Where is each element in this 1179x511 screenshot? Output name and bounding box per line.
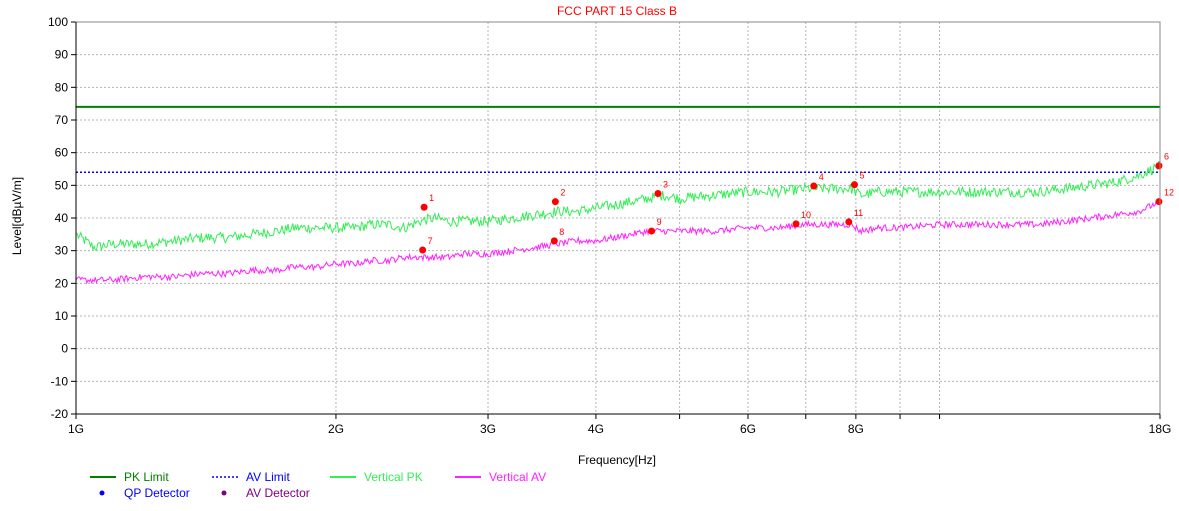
series-line-vertical-pk — [75, 160, 1161, 252]
legend-item: Vertical AV — [455, 470, 546, 484]
legend-swatch — [99, 490, 105, 496]
legend-item: Vertical PK — [330, 470, 423, 484]
y-tick-label: 60 — [55, 146, 69, 160]
x-tick-label: 2G — [328, 422, 344, 436]
x-tick-label: 18G — [1149, 422, 1172, 436]
marker-point — [850, 181, 858, 189]
legend: PK Limit AV Limit Vertical PK Vertical AV QP… — [90, 470, 546, 500]
y-tick-label: 20 — [55, 276, 69, 290]
x-tick-label: 4G — [588, 422, 604, 436]
marker-label: 3 — [663, 180, 668, 190]
marker-label: 11 — [854, 208, 863, 218]
y-tick-label: -10 — [51, 374, 69, 388]
marker-label: 7 — [428, 236, 433, 246]
grid-layer — [75, 21, 1161, 415]
marker-point — [792, 220, 800, 228]
y-axis-label: Level[dBµV/m] — [10, 177, 24, 255]
marker-point — [550, 237, 558, 245]
legend-item: AV Limit — [212, 470, 290, 484]
y-tick-label: 10 — [55, 309, 69, 323]
legend-label: PK Limit — [124, 470, 169, 484]
legend-label: Vertical PK — [364, 470, 423, 484]
legend-label: AV Detector — [246, 486, 310, 500]
x-axis-label: Frequency[Hz] — [578, 453, 656, 467]
legend-item: QP Detector — [99, 486, 190, 500]
marker-point — [420, 203, 428, 211]
marker-label: 12 — [1164, 188, 1174, 198]
legend-label: Vertical AV — [489, 470, 546, 484]
marker-label: 2 — [560, 188, 565, 198]
y-tick-label: 40 — [55, 211, 69, 225]
marker-point — [648, 227, 656, 235]
marker-label: 1 — [429, 193, 434, 203]
marker-point — [551, 198, 559, 206]
marker-label: 6 — [1164, 152, 1169, 162]
series-line-vertical-av — [75, 199, 1161, 285]
marker-label: 8 — [559, 227, 564, 237]
x-tick-label: 8G — [848, 422, 864, 436]
y-tick-label: -20 — [51, 407, 69, 421]
marker-point — [1155, 162, 1163, 170]
marker-point — [845, 218, 853, 226]
x-tick-label: 1G — [68, 422, 84, 436]
marker-label: 10 — [801, 210, 811, 220]
marker-label: 5 — [859, 171, 864, 181]
series-lines — [75, 160, 1161, 285]
marker-label: 9 — [657, 217, 662, 227]
legend-swatch — [221, 490, 227, 496]
marker-label: 4 — [819, 172, 824, 182]
marker-point — [810, 182, 818, 190]
x-tick-label: 3G — [480, 422, 496, 436]
y-tick-label: 100 — [48, 15, 68, 29]
y-tick-label: 70 — [55, 113, 69, 127]
chart-title: FCC PART 15 Class B — [557, 4, 677, 18]
legend-item: PK Limit — [90, 470, 169, 484]
y-tick-label: 80 — [55, 80, 69, 94]
marker-point — [654, 190, 662, 197]
legend-item: AV Detector — [221, 486, 310, 500]
y-tick-label: 30 — [55, 244, 69, 258]
legend-label: QP Detector — [124, 486, 190, 500]
y-tick-label: 50 — [55, 178, 69, 192]
axes: -20 -10 0 10 20 30 40 50 60 70 80 90 100 1G 2G 3G 4G 6G 8G… — [48, 15, 1171, 436]
legend-label: AV Limit — [246, 470, 290, 484]
x-tick-label: 6G — [740, 422, 756, 436]
marker-point — [1155, 198, 1163, 206]
y-tick-label: 90 — [55, 48, 69, 62]
marker-point — [419, 246, 427, 254]
limit-lines — [76, 105, 1160, 174]
y-tick-label: 0 — [61, 342, 68, 356]
